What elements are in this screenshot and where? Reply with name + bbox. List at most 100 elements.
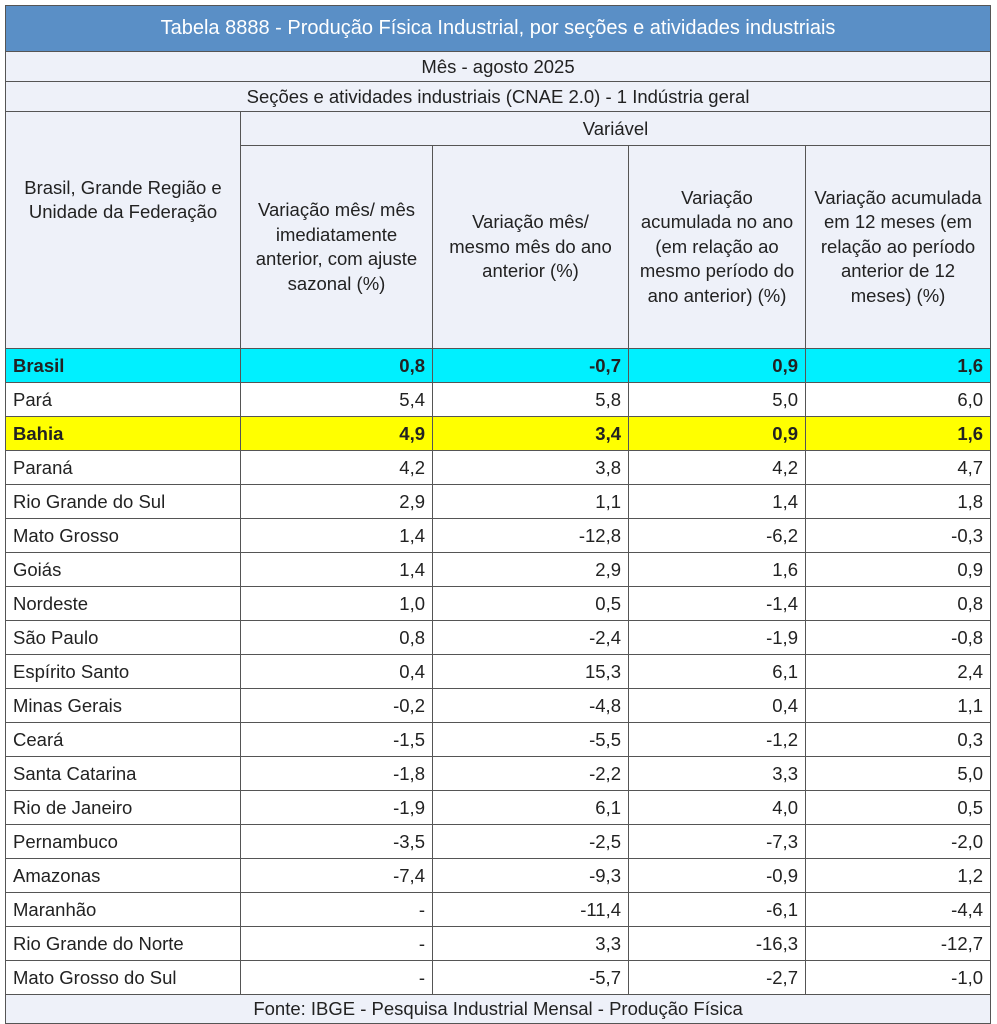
value-cell: -1,2 <box>628 722 806 757</box>
value-cell: 15,3 <box>432 654 629 689</box>
column-header-region: Brasil, Grande Região e Unidade da Feder… <box>5 111 241 349</box>
value-cell: -0,8 <box>804 620 992 655</box>
value-cell: 3,3 <box>432 926 629 961</box>
table-row: Brasil 0,8 -0,7 0,9 1,6 <box>5 348 992 383</box>
value-cell: 4,7 <box>804 450 992 485</box>
table-row: Rio Grande do Sul 2,9 1,1 1,4 1,8 <box>5 484 992 519</box>
value-cell: 4,2 <box>628 450 806 485</box>
value-cell: 6,0 <box>804 382 992 417</box>
region-cell: Amazonas <box>5 858 241 893</box>
table-row: Goiás 1,4 2,9 1,6 0,9 <box>5 552 992 587</box>
value-cell: - <box>240 926 433 961</box>
value-cell: - <box>240 892 433 927</box>
value-cell: -5,7 <box>432 960 629 995</box>
value-cell: -11,4 <box>432 892 629 927</box>
value-cell: 1,1 <box>432 484 629 519</box>
value-cell: 0,8 <box>240 620 433 655</box>
value-cell: 1,6 <box>804 416 992 451</box>
value-cell: 0,5 <box>432 586 629 621</box>
region-cell: Pará <box>5 382 241 417</box>
value-cell: 1,4 <box>628 484 806 519</box>
value-cell: 0,9 <box>628 416 806 451</box>
value-cell: 0,5 <box>804 790 992 825</box>
month-label: Mês - agosto 2025 <box>4 51 992 82</box>
table-row: Bahia 4,9 3,4 0,9 1,6 <box>5 416 992 451</box>
region-cell: Rio Grande do Sul <box>5 484 241 519</box>
table-row: Rio de Janeiro -1,9 6,1 4,0 0,5 <box>5 790 992 825</box>
value-cell: 0,4 <box>240 654 433 689</box>
value-cell: -12,8 <box>432 518 629 553</box>
column-header-12m: Variação acumulada em 12 meses (em relaç… <box>804 145 992 349</box>
value-cell: 1,6 <box>804 348 992 383</box>
region-cell: Paraná <box>5 450 241 485</box>
table-row: São Paulo 0,8 -2,4 -1,9 -0,8 <box>5 620 992 655</box>
value-cell: -6,1 <box>628 892 806 927</box>
region-cell: Santa Catarina <box>5 756 241 791</box>
table-row: Ceará -1,5 -5,5 -1,2 0,3 <box>5 722 992 757</box>
value-cell: 3,4 <box>432 416 629 451</box>
table-row: Amazonas -7,4 -9,3 -0,9 1,2 <box>5 858 992 893</box>
value-cell: -4,4 <box>804 892 992 927</box>
value-cell: -0,3 <box>804 518 992 553</box>
value-cell: 1,6 <box>628 552 806 587</box>
value-cell: -1,0 <box>804 960 992 995</box>
value-cell: 6,1 <box>628 654 806 689</box>
value-cell: 3,8 <box>432 450 629 485</box>
value-cell: -4,8 <box>432 688 629 723</box>
value-cell: -3,5 <box>240 824 433 859</box>
table-row: Santa Catarina -1,8 -2,2 3,3 5,0 <box>5 756 992 791</box>
variable-header: Variável <box>239 110 992 147</box>
column-header-ytd: Variação acumulada no ano (em relação ao… <box>628 145 806 349</box>
column-header-yoy: Variação mês/ mesmo mês do ano anterior … <box>432 145 629 349</box>
value-cell: 2,4 <box>804 654 992 689</box>
value-cell: -0,2 <box>240 688 433 723</box>
region-cell: Ceará <box>5 722 241 757</box>
value-cell: -1,9 <box>628 620 806 655</box>
value-cell: 5,0 <box>804 756 992 791</box>
section-label: Seções e atividades industriais (CNAE 2.… <box>4 81 992 112</box>
table-row: Pará 5,4 5,8 5,0 6,0 <box>5 382 992 417</box>
value-cell: -2,5 <box>432 824 629 859</box>
value-cell: 1,8 <box>804 484 992 519</box>
value-cell: -6,2 <box>628 518 806 553</box>
value-cell: 4,0 <box>628 790 806 825</box>
region-cell: Pernambuco <box>5 824 241 859</box>
value-cell: 0,4 <box>628 688 806 723</box>
value-cell: 5,4 <box>240 382 433 417</box>
region-cell: São Paulo <box>5 620 241 655</box>
table-title: Tabela 8888 - Produção Física Industrial… <box>4 5 992 52</box>
value-cell: 4,2 <box>240 450 433 485</box>
value-cell: -2,0 <box>804 824 992 859</box>
region-cell: Espírito Santo <box>5 654 241 689</box>
value-cell: 0,9 <box>804 552 992 587</box>
value-cell: -2,2 <box>432 756 629 791</box>
value-cell: -5,5 <box>432 722 629 757</box>
table-row: Pernambuco -3,5 -2,5 -7,3 -2,0 <box>5 824 992 859</box>
source-note: Fonte: IBGE - Pesquisa Industrial Mensal… <box>4 994 992 1024</box>
value-cell: -1,4 <box>628 586 806 621</box>
region-cell: Rio de Janeiro <box>5 790 241 825</box>
value-cell: -1,9 <box>240 790 433 825</box>
table-row: Nordeste 1,0 0,5 -1,4 0,8 <box>5 586 992 621</box>
value-cell: 4,9 <box>240 416 433 451</box>
value-cell: -1,8 <box>240 756 433 791</box>
region-cell: Minas Gerais <box>5 688 241 723</box>
value-cell: -2,7 <box>628 960 806 995</box>
value-cell: 2,9 <box>432 552 629 587</box>
value-cell: 1,4 <box>240 518 433 553</box>
value-cell: -12,7 <box>804 926 992 961</box>
region-cell: Mato Grosso <box>5 518 241 553</box>
region-cell: Goiás <box>5 552 241 587</box>
region-cell: Bahia <box>5 416 241 451</box>
table-row: Espírito Santo 0,4 15,3 6,1 2,4 <box>5 654 992 689</box>
table-row: Paraná 4,2 3,8 4,2 4,7 <box>5 450 992 485</box>
value-cell: 6,1 <box>432 790 629 825</box>
value-cell: -9,3 <box>432 858 629 893</box>
value-cell: 5,0 <box>628 382 806 417</box>
value-cell: 0,9 <box>628 348 806 383</box>
value-cell: 0,8 <box>804 586 992 621</box>
value-cell: - <box>240 960 433 995</box>
value-cell: 1,1 <box>804 688 992 723</box>
value-cell: -7,4 <box>240 858 433 893</box>
region-cell: Mato Grosso do Sul <box>5 960 241 995</box>
